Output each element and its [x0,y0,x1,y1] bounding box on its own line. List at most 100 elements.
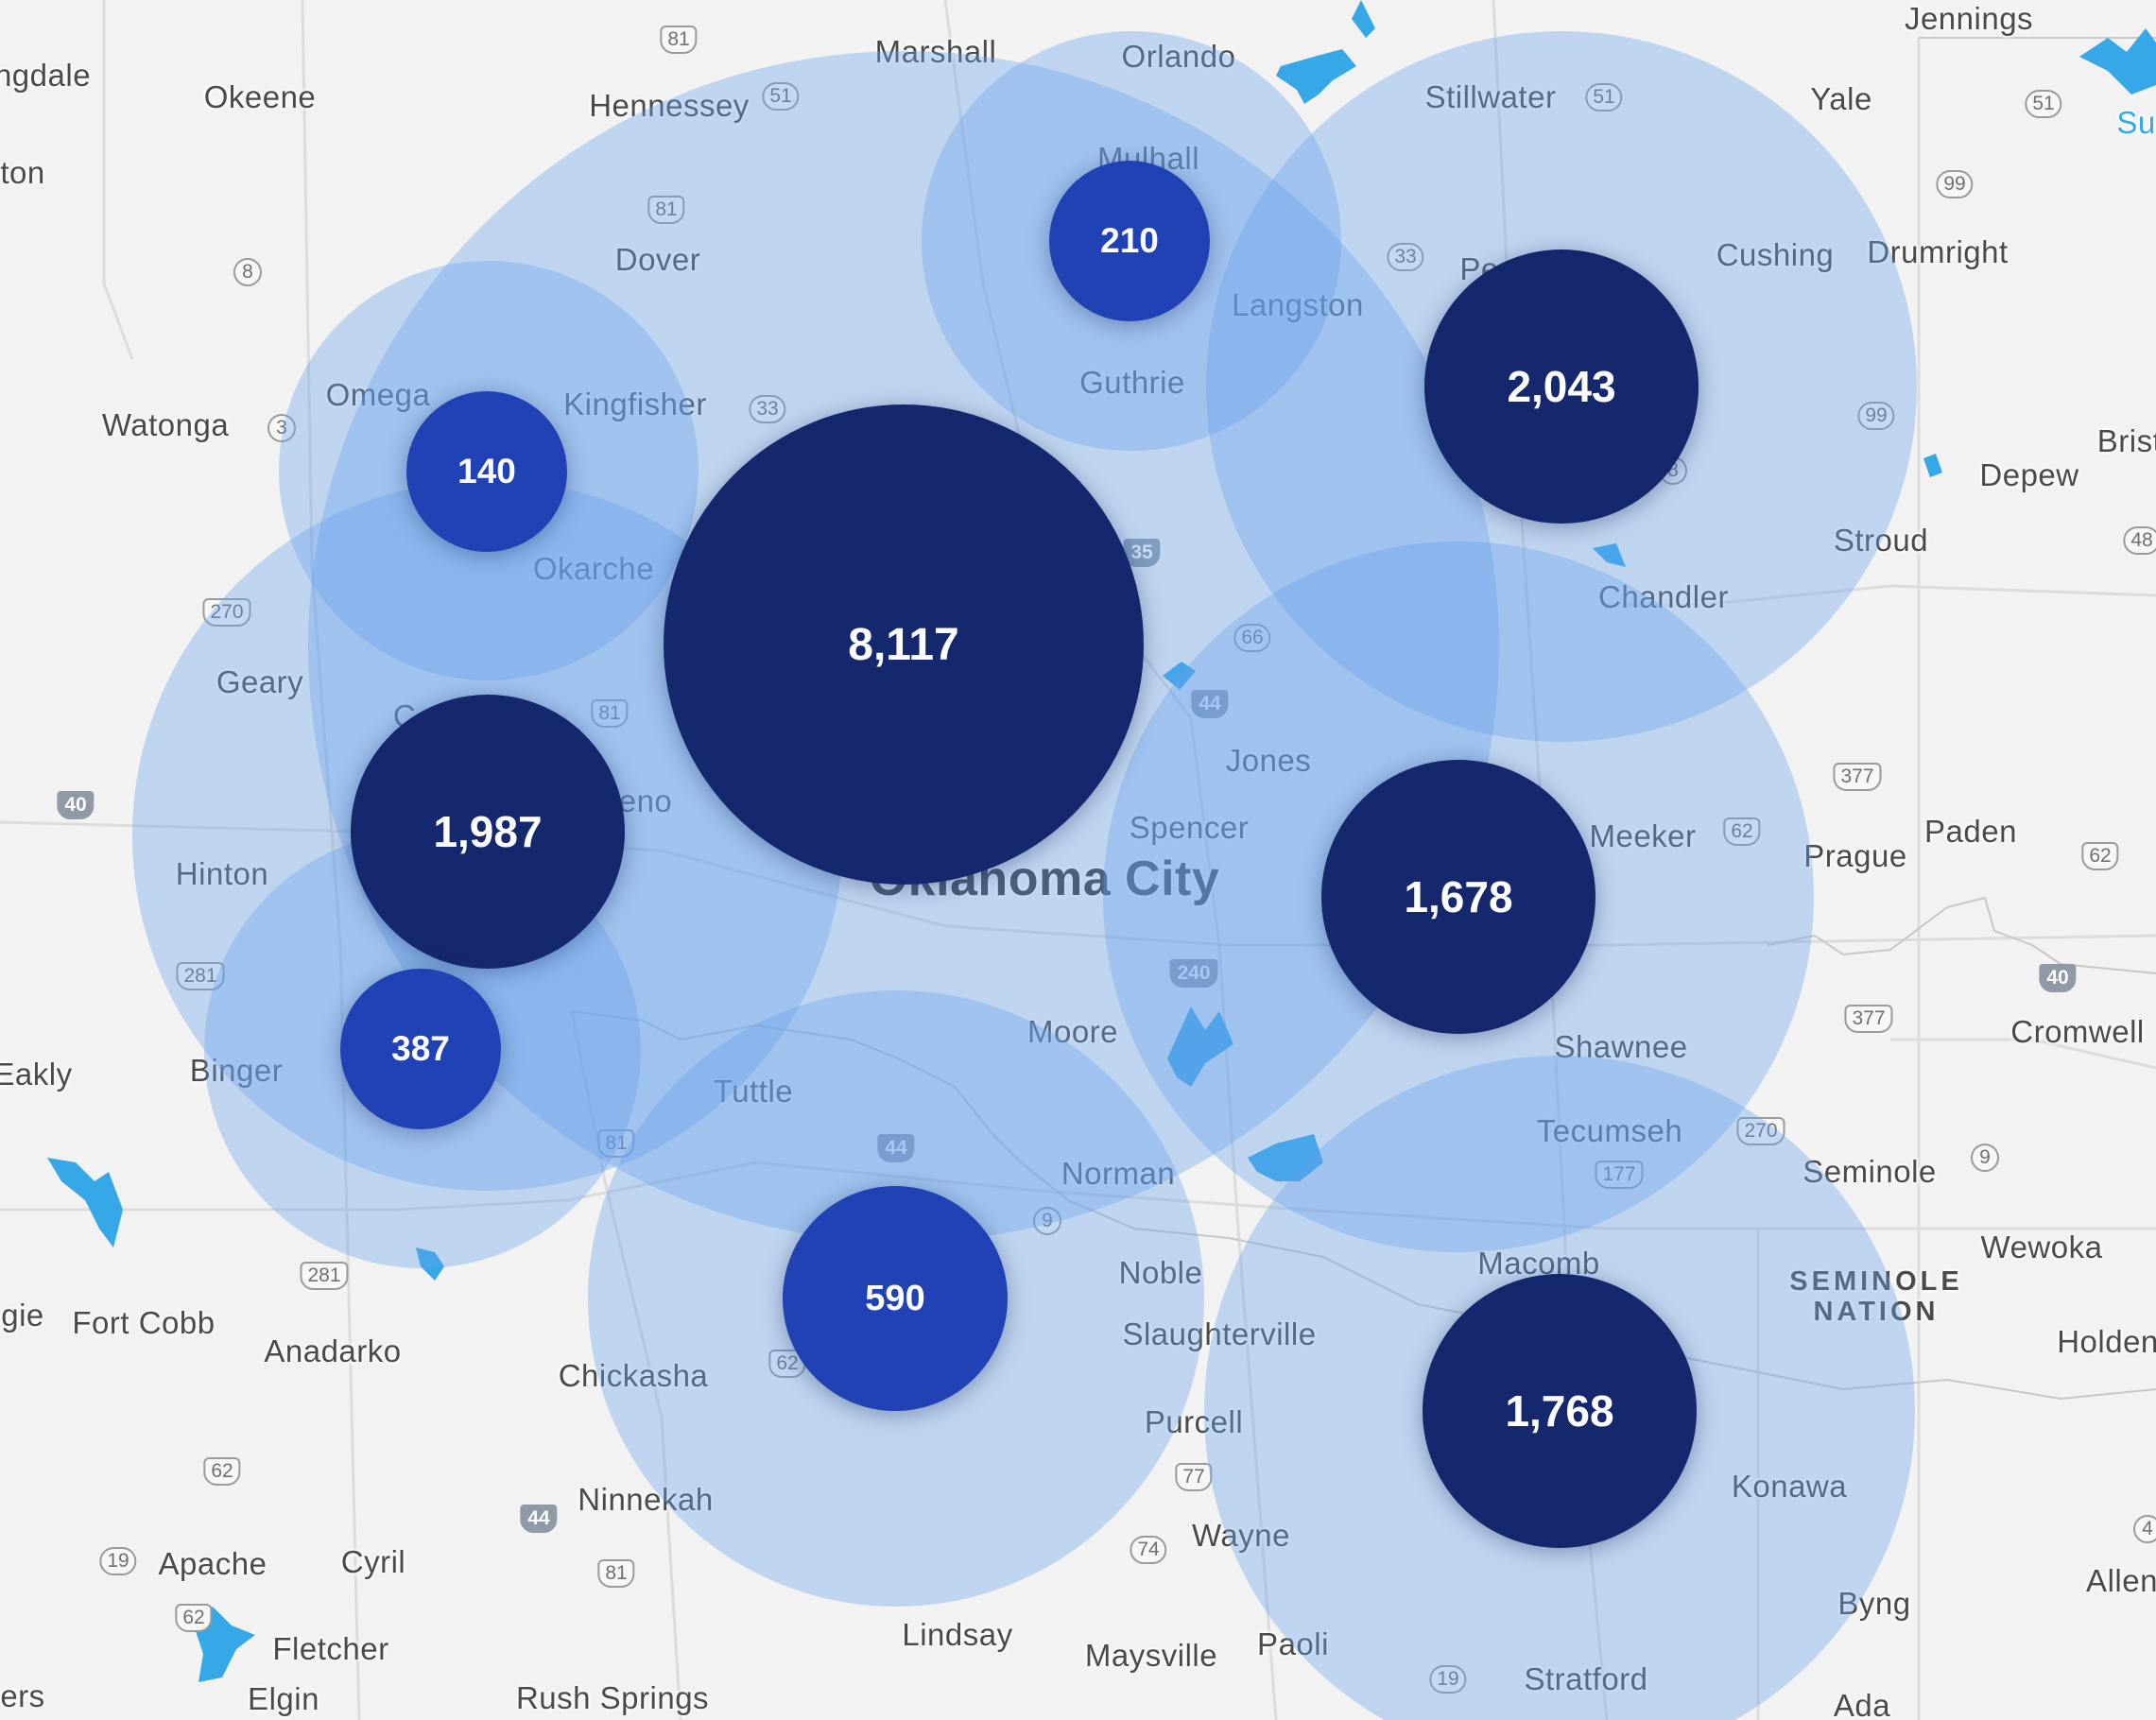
route-shield: 3 [267,414,296,442]
place-label: Shawnee [1554,1029,1688,1064]
route-shield: 281 [176,962,225,990]
place-label: Byng [1837,1586,1911,1621]
place-label: Stratford [1524,1661,1648,1696]
place-label: Holden [2057,1324,2156,1359]
route-shield: 8 [233,258,262,286]
place-label: Slaughterville [1122,1316,1317,1351]
place-label: Orlando [1121,39,1236,74]
place-label: Brist [2096,423,2156,458]
place-label: Paoli [1257,1626,1329,1661]
place-label: Chandler [1598,579,1729,614]
route-shield: 4 [2133,1515,2156,1543]
place-label: Lindsay [902,1617,1013,1652]
cluster-count: 1,987 [433,807,543,856]
place-label: Fort Cobb [72,1305,216,1340]
place-label: Jennings [1904,1,2034,36]
boundaries [571,37,2156,1401]
place-label: ton [0,155,45,190]
cluster-marker-stroud[interactable]: 2,043 [1424,249,1699,524]
cluster-count: 210 [1100,221,1159,260]
cluster-marker-oklahoma-city[interactable]: 8,117 [664,404,1144,885]
route-shield: 19 [99,1547,137,1575]
place-label: Guthrie [1079,365,1185,400]
place-label: Cushing [1716,237,1835,272]
place-label: Elgin [248,1681,319,1716]
place-label: Norman [1061,1156,1176,1191]
route-shield: 19 [1429,1665,1467,1694]
cluster-marker-mulhall[interactable]: 210 [1049,161,1210,321]
route-shield: 62 [1723,817,1761,846]
route-shield: 377 [1844,1005,1893,1033]
place-label: Fletcher [272,1631,389,1666]
route-shield: 35 [1123,539,1161,567]
route-shield: 81 [597,1559,635,1588]
place-label: Wewoka [1980,1230,2103,1264]
place-label: Cromwell [2010,1014,2145,1049]
place-label: Paden [1924,814,2017,849]
route-shield: 377 [1833,763,1882,791]
route-shield: 9 [1971,1144,1999,1172]
route-shield: 281 [300,1262,349,1290]
route-shield: 81 [647,196,685,224]
place-label: Geary [216,664,304,699]
cluster-count: 1,768 [1505,1386,1614,1436]
route-shield: 62 [203,1457,241,1486]
route-shield: 40 [57,791,95,819]
cluster-marker-binger[interactable]: 387 [340,969,501,1129]
route-shield: 33 [749,395,786,423]
route-shield: 81 [660,26,698,54]
place-label: Wayne [1192,1518,1290,1553]
place-label: Hinton [175,856,269,891]
cluster-marker-macomb[interactable]: 1,768 [1423,1274,1697,1548]
place-label: Ninnekah [578,1482,714,1517]
route-shield: 240 [1169,959,1218,988]
cluster-marker-chickasha[interactable]: 590 [783,1186,1008,1411]
route-shield: 77 [1175,1463,1213,1491]
place-label: Allen [2086,1563,2156,1598]
route-shield: 44 [520,1505,558,1533]
place-label: Watonga [101,407,230,442]
place-label: Eakly [0,1057,73,1092]
cluster-marker-el-reno[interactable]: 1,987 [351,695,625,969]
route-shield: 51 [762,82,800,111]
cluster-marker-meeker[interactable]: 1,678 [1321,760,1595,1034]
route-shield: 62 [175,1604,213,1632]
route-shield: 51 [1585,83,1623,112]
place-label: ngdale [0,58,92,93]
route-shield: 270 [202,598,251,627]
place-label: Maysville [1084,1638,1218,1673]
route-shield: 99 [1936,170,1974,198]
place-label: Noble [1118,1255,1203,1290]
region-label: SEMINOLE NATION [1789,1266,1963,1327]
place-label: Rush Springs [515,1680,710,1715]
place-label: Omega [325,377,431,412]
place-label: Tuttle [713,1074,794,1109]
place-label: Okarche [532,551,655,586]
place-label: Konawa [1731,1469,1848,1504]
route-shield: 48 [2123,526,2156,555]
place-label: Su [2116,105,2156,140]
place-label: Yale [1810,81,1872,116]
route-shield: 51 [2025,90,2062,118]
route-shield: 9 [1033,1207,1061,1235]
route-shield: 81 [597,1129,635,1158]
place-label: Kingfisher [563,387,707,421]
cluster-count: 387 [391,1029,450,1068]
cluster-count: 8,117 [848,619,959,670]
place-label: Seminole [1802,1154,1937,1189]
route-shield: 44 [877,1134,915,1162]
place-label: ers [0,1678,45,1713]
place-label: Moore [1026,1014,1119,1049]
cluster-marker-omega[interactable]: 140 [406,391,567,552]
place-label: gie [1,1298,44,1333]
place-label: eno [618,783,673,818]
place-label: Ada [1833,1688,1891,1720]
place-label: Spencer [1129,810,1250,845]
route-shield: 81 [591,699,629,728]
place-label: Depew [1979,457,2079,492]
route-shield: 33 [1387,243,1424,271]
